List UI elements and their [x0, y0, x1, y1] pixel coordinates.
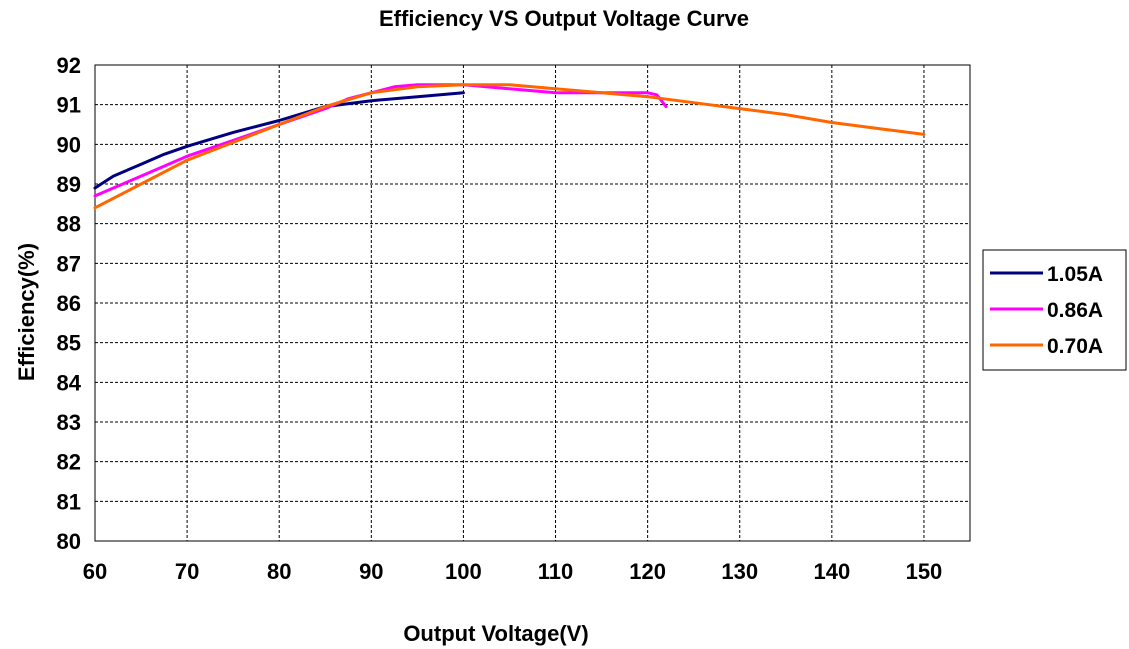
- x-tick-label: 120: [629, 559, 666, 584]
- x-tick-label: 110: [538, 559, 574, 584]
- y-tick-label: 80: [57, 529, 81, 554]
- x-tick-label: 130: [721, 559, 758, 584]
- x-tick-label: 140: [813, 559, 850, 584]
- series-line-1: [93, 83, 668, 198]
- legend-label-1: 0.86A: [1047, 299, 1103, 322]
- plot-area: [94, 64, 971, 542]
- x-tick-label: 90: [359, 559, 383, 584]
- y-tick-label: 91: [57, 93, 81, 118]
- grid-lines: [95, 65, 970, 541]
- y-tick-label: 92: [57, 53, 81, 78]
- x-tick-label: 70: [175, 559, 199, 584]
- y-tick-label: 87: [57, 251, 81, 276]
- x-axis-ticks: 60 70 80 90 100 110 120 130 140 150: [83, 559, 943, 584]
- y-tick-label: 90: [57, 132, 81, 157]
- series-line-0: [93, 91, 465, 190]
- y-tick-label: 85: [57, 331, 81, 356]
- y-tick-label: 81: [57, 489, 81, 514]
- legend: 1.05A 0.86A 0.70A: [982, 249, 1127, 371]
- y-tick-label: 89: [57, 172, 81, 197]
- y-axis-label: Efficiency(%): [14, 243, 39, 381]
- y-tick-label: 83: [57, 410, 81, 435]
- x-tick-label: 100: [445, 559, 482, 584]
- x-tick-label: 150: [906, 559, 943, 584]
- y-tick-label: 86: [57, 291, 81, 316]
- y-tick-label: 88: [57, 212, 81, 237]
- y-axis-ticks: 80 81 82 83 84 85 86 87 88 89 90 91 92: [57, 53, 82, 554]
- series-line-2: [93, 83, 926, 210]
- chart-title: Efficiency VS Output Voltage Curve: [379, 6, 749, 31]
- x-tick-label: 60: [83, 559, 107, 584]
- legend-label-2: 0.70A: [1047, 335, 1103, 358]
- series-lines: [93, 83, 926, 210]
- y-tick-label: 82: [57, 450, 81, 475]
- y-tick-label: 84: [57, 370, 82, 395]
- x-axis-label: Output Voltage(V): [403, 621, 588, 646]
- x-tick-label: 80: [267, 559, 291, 584]
- legend-label-0: 1.05A: [1047, 263, 1103, 286]
